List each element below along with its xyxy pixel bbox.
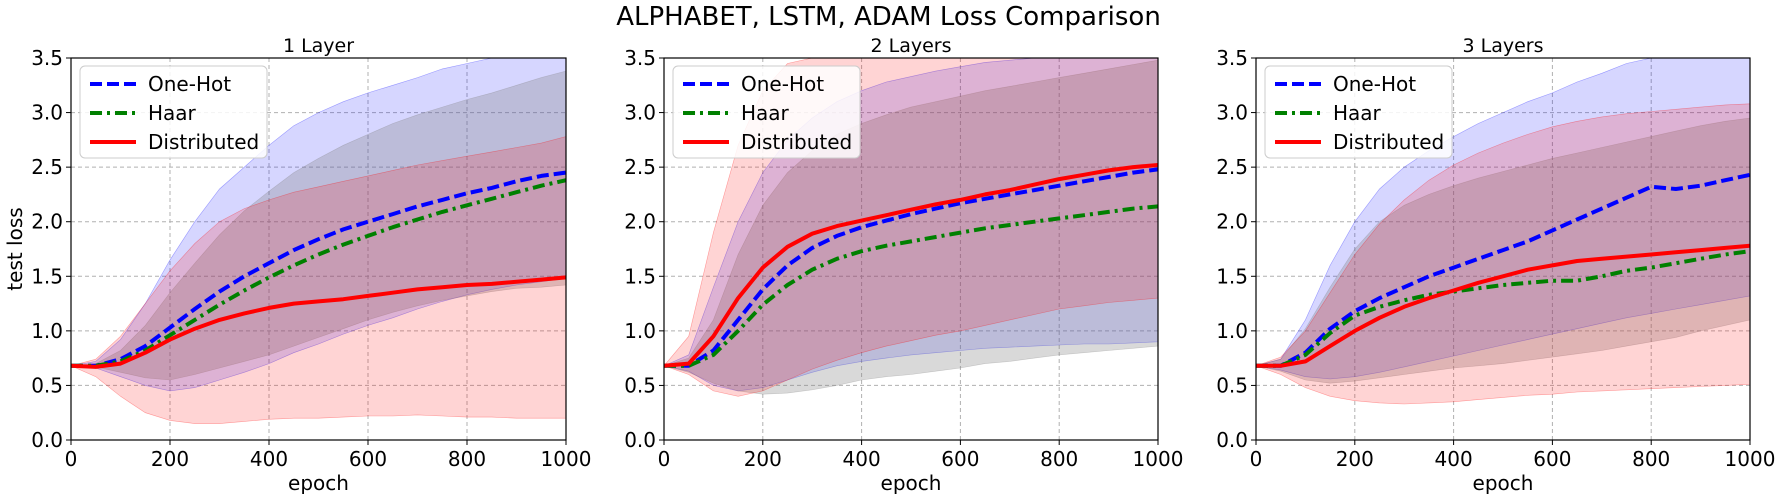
y-tick-label: 3.0 bbox=[31, 101, 63, 125]
legend-label-haar: Haar bbox=[1333, 101, 1382, 125]
x-tick-label: 0 bbox=[1250, 447, 1263, 471]
x-tick-label: 600 bbox=[941, 447, 979, 471]
y-tick-label: 1.5 bbox=[1216, 264, 1248, 288]
y-tick-label: 0.0 bbox=[31, 428, 63, 452]
series-line-distributed bbox=[664, 163, 1158, 368]
series-line-one-hot bbox=[71, 170, 566, 368]
axes-frame bbox=[663, 57, 1159, 441]
y-tick-label: 0.5 bbox=[31, 373, 63, 397]
legend: One-Hot Haar Distributed bbox=[672, 65, 861, 159]
x-tick-label: 800 bbox=[1040, 447, 1078, 471]
y-tick-label: 0.5 bbox=[1216, 373, 1248, 397]
x-tick-label: 400 bbox=[250, 447, 288, 471]
x-tick-label: 600 bbox=[349, 447, 387, 471]
y-tick-label: 2.5 bbox=[1216, 155, 1248, 179]
legend-box bbox=[672, 65, 861, 159]
y-tick-label: 0.5 bbox=[624, 373, 656, 397]
y-tick-label: 1.5 bbox=[31, 264, 63, 288]
legend-label-haar: Haar bbox=[148, 101, 197, 125]
x-axis-label: epoch bbox=[881, 471, 942, 494]
chart-panel-3: 0 200 400 600 800 1000 0.0 0.5 1.0 1.5 2.0 2.5 3.0 3.… bbox=[1216, 35, 1775, 494]
legend: One-Hot Haar Distributed bbox=[1264, 65, 1453, 159]
y-tick-label: 2.5 bbox=[624, 155, 656, 179]
legend-label-one-hot: One-Hot bbox=[148, 72, 231, 96]
legend-label-one-hot: One-Hot bbox=[741, 72, 824, 96]
std-band-distributed bbox=[71, 136, 566, 424]
axes-frame bbox=[1255, 57, 1751, 441]
y-tick-label: 3.0 bbox=[1216, 101, 1248, 125]
series-line-haar bbox=[664, 204, 1158, 368]
y-tick-label: 3.5 bbox=[1216, 46, 1248, 70]
std-band-distributed bbox=[1256, 103, 1750, 405]
x-tick-label: 400 bbox=[1435, 447, 1473, 471]
x-axis-label: epoch bbox=[1473, 471, 1534, 494]
series-line-distributed bbox=[71, 275, 566, 369]
legend-label-distributed: Distributed bbox=[1333, 130, 1444, 154]
series-line-haar bbox=[1256, 249, 1750, 368]
series-line-distributed bbox=[1256, 243, 1750, 368]
legend-label-distributed: Distributed bbox=[148, 130, 259, 154]
y-tick-label: 0.0 bbox=[624, 428, 656, 452]
panel-title: 1 Layer bbox=[283, 35, 354, 57]
y-tick-label: 2.0 bbox=[31, 210, 63, 234]
panel-title: 3 Layers bbox=[1462, 35, 1543, 57]
legend-label-distributed: Distributed bbox=[741, 130, 852, 154]
x-tick-label: 200 bbox=[1336, 447, 1374, 471]
x-tick-label: 400 bbox=[843, 447, 881, 471]
x-tick-label: 1000 bbox=[1133, 447, 1184, 471]
legend-label-one-hot: One-Hot bbox=[1333, 72, 1416, 96]
figure-suptitle: ALPHABET, LSTM, ADAM Loss Comparison bbox=[616, 2, 1161, 32]
x-tick-label: 200 bbox=[744, 447, 782, 471]
chart-panel-1: 0 200 400 600 800 1000 0.0 0.5 1.0 1.5 2.0 2.5 3.0 3.… bbox=[3, 35, 591, 494]
x-tick-label: 1000 bbox=[1725, 447, 1776, 471]
legend-label-haar: Haar bbox=[741, 101, 790, 125]
plot-area bbox=[1256, 58, 1750, 405]
chart-panel-2: 0 200 400 600 800 1000 0.0 0.5 1.0 1.5 2.0 2.5 3.0 3.… bbox=[624, 35, 1183, 494]
y-tick-label: 1.5 bbox=[624, 264, 656, 288]
y-axis-label: test loss bbox=[3, 207, 27, 290]
plot-area bbox=[71, 58, 566, 424]
series-line-haar bbox=[71, 178, 566, 368]
y-tick-label: 1.0 bbox=[624, 319, 656, 343]
legend: One-Hot Haar Distributed bbox=[79, 65, 268, 159]
x-tick-label: 200 bbox=[151, 447, 189, 471]
x-tick-label: 1000 bbox=[541, 447, 592, 471]
y-tick-label: 3.5 bbox=[31, 46, 63, 70]
y-tick-label: 2.0 bbox=[624, 210, 656, 234]
x-axis-label: epoch bbox=[288, 471, 349, 494]
x-tick-label: 600 bbox=[1533, 447, 1571, 471]
y-tick-label: 1.0 bbox=[31, 319, 63, 343]
legend-box bbox=[79, 65, 268, 159]
x-tick-label: 800 bbox=[1632, 447, 1670, 471]
panel-title: 2 Layers bbox=[870, 35, 951, 57]
std-band-haar bbox=[71, 70, 566, 381]
y-tick-label: 2.5 bbox=[31, 155, 63, 179]
y-tick-label: 2.0 bbox=[1216, 210, 1248, 234]
series-line-one-hot bbox=[664, 167, 1158, 368]
axes-frame bbox=[70, 57, 567, 441]
legend-box bbox=[1264, 65, 1453, 159]
x-tick-label: 0 bbox=[658, 447, 671, 471]
y-tick-label: 3.0 bbox=[624, 101, 656, 125]
y-tick-label: 1.0 bbox=[1216, 319, 1248, 343]
x-tick-label: 0 bbox=[65, 447, 78, 471]
series-line-one-hot bbox=[1256, 172, 1750, 368]
x-tick-label: 800 bbox=[448, 447, 486, 471]
y-tick-label: 3.5 bbox=[624, 46, 656, 70]
y-tick-label: 0.0 bbox=[1216, 428, 1248, 452]
